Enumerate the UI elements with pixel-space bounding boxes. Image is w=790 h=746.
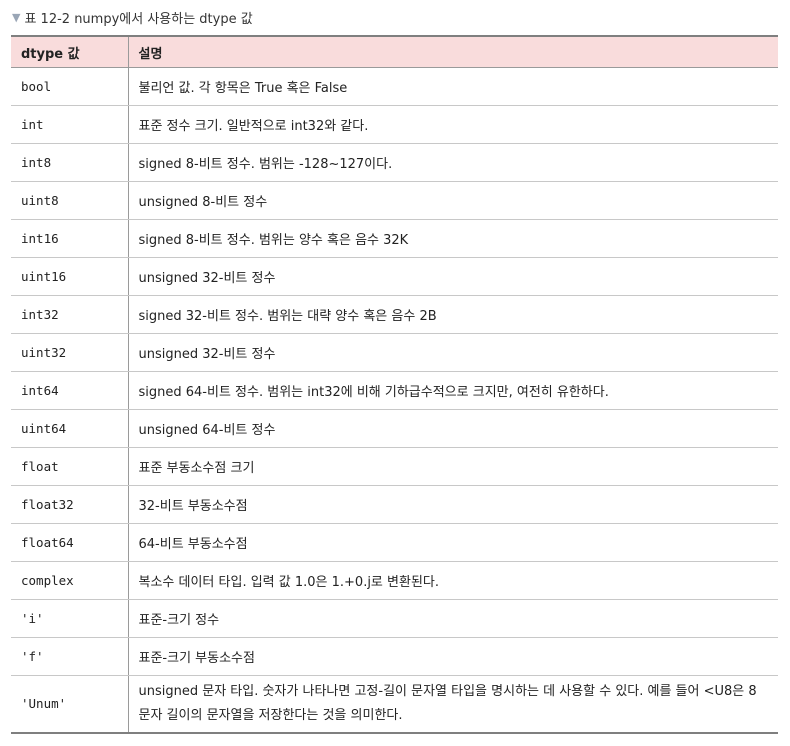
description-cell: 표준-크기 정수	[128, 599, 778, 638]
description-cell: signed 32-비트 정수. 범위는 대략 양수 혹은 음수 2B	[128, 295, 778, 334]
dtype-cell: bool	[11, 67, 129, 106]
table-row: float32 32-비트 부동소수점	[11, 485, 778, 524]
description-cell: unsigned 64-비트 정수	[128, 409, 778, 448]
description-cell: 표준-크기 부동소수점	[128, 637, 778, 676]
table-row: int8 signed 8-비트 정수. 범위는 -128~127이다.	[11, 143, 778, 182]
table-row: int 표준 정수 크기. 일반적으로 int32와 같다.	[11, 105, 778, 144]
description-cell: unsigned 32-비트 정수	[128, 333, 778, 372]
table-row: uint8 unsigned 8-비트 정수	[11, 181, 778, 220]
table-row: int64 signed 64-비트 정수. 범위는 int32에 비해 기하급수…	[11, 371, 778, 410]
caption-text: 표 12-2 numpy에서 사용하는 dtype 값	[24, 11, 253, 27]
dtype-cell: 'Unum'	[11, 675, 129, 734]
dtype-cell: uint8	[11, 181, 129, 220]
dtype-cell: float64	[11, 523, 129, 562]
table-row: float 표준 부동소수점 크기	[11, 447, 778, 486]
dtype-table: dtype 값 설명 bool 불리언 값. 각 항목은 True 혹은 Fals…	[11, 35, 778, 734]
dtype-cell: int8	[11, 143, 129, 182]
table-header-row: dtype 값 설명	[11, 35, 778, 68]
dtype-cell: int32	[11, 295, 129, 334]
description-cell: signed 8-비트 정수. 범위는 -128~127이다.	[128, 143, 778, 182]
table-row: 'f' 표준-크기 부동소수점	[11, 637, 778, 676]
dtype-cell: 'i'	[11, 599, 129, 638]
description-cell: 표준 부동소수점 크기	[128, 447, 778, 486]
table-caption: ▼ 표 12-2 numpy에서 사용하는 dtype 값	[12, 6, 253, 28]
table-row: int16 signed 8-비트 정수. 범위는 양수 혹은 음수 32K	[11, 219, 778, 258]
description-cell: 불리언 값. 각 항목은 True 혹은 False	[128, 67, 778, 106]
description-cell: 64-비트 부동소수점	[128, 523, 778, 562]
description-cell: 복소수 데이터 타입. 입력 값 1.0은 1.+0.j로 변환된다.	[128, 561, 778, 600]
table-row: 'Unum' unsigned 문자 타입. 숫자가 나타나면 고정-길이 문자열…	[11, 675, 778, 734]
triangle-down-icon: ▼	[12, 10, 21, 24]
dtype-cell: uint64	[11, 409, 129, 448]
table-row: uint16 unsigned 32-비트 정수	[11, 257, 778, 296]
description-cell: 표준 정수 크기. 일반적으로 int32와 같다.	[128, 105, 778, 144]
dtype-cell: float32	[11, 485, 129, 524]
dtype-cell: int16	[11, 219, 129, 258]
description-cell: 32-비트 부동소수점	[128, 485, 778, 524]
dtype-cell: float	[11, 447, 129, 486]
dtype-cell: int	[11, 105, 129, 144]
table-row: float64 64-비트 부동소수점	[11, 523, 778, 562]
description-cell: signed 64-비트 정수. 범위는 int32에 비해 기하급수적으로 크…	[128, 371, 778, 410]
table-row: 'i' 표준-크기 정수	[11, 599, 778, 638]
dtype-cell: int64	[11, 371, 129, 410]
table-row: uint32 unsigned 32-비트 정수	[11, 333, 778, 372]
description-cell: signed 8-비트 정수. 범위는 양수 혹은 음수 32K	[128, 219, 778, 258]
description-cell: unsigned 32-비트 정수	[128, 257, 778, 296]
description-cell: unsigned 문자 타입. 숫자가 나타나면 고정-길이 문자열 타입을 명…	[128, 675, 778, 734]
description-cell: unsigned 8-비트 정수	[128, 181, 778, 220]
dtype-cell: uint32	[11, 333, 129, 372]
dtype-cell: uint16	[11, 257, 129, 296]
header-dtype: dtype 값	[11, 35, 129, 68]
dtype-cell: complex	[11, 561, 129, 600]
table-row: complex 복소수 데이터 타입. 입력 값 1.0은 1.+0.j로 변환된…	[11, 561, 778, 600]
table-row: uint64 unsigned 64-비트 정수	[11, 409, 778, 448]
header-description: 설명	[128, 35, 778, 68]
dtype-cell: 'f'	[11, 637, 129, 676]
table-row: bool 불리언 값. 각 항목은 True 혹은 False	[11, 67, 778, 106]
table-row: int32 signed 32-비트 정수. 범위는 대략 양수 혹은 음수 2B	[11, 295, 778, 334]
